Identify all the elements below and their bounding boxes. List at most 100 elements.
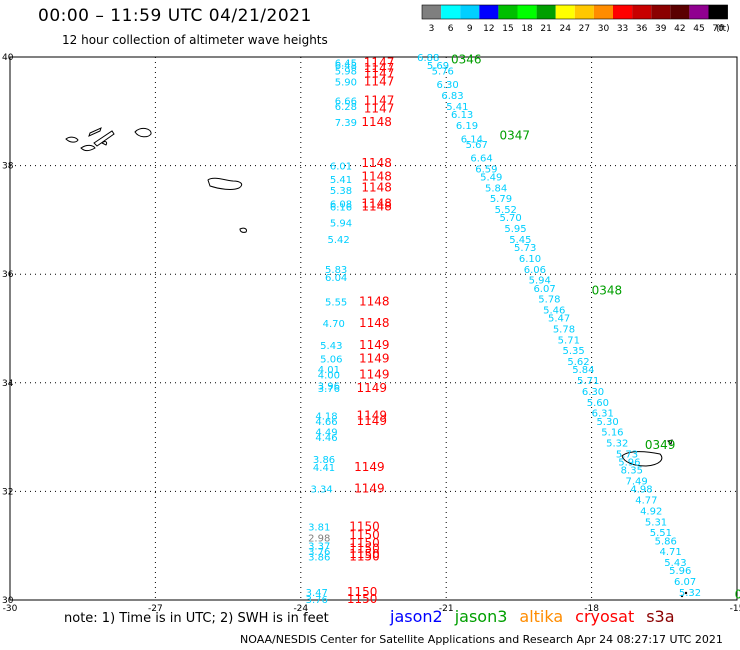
cryosat-time-label: 1147 <box>364 61 395 75</box>
satellite-jason2: jason2 <box>390 607 443 626</box>
jason3-height-label: 5.73 <box>616 449 638 460</box>
jason3-height-label: 6.10 <box>519 254 541 265</box>
plot-frame <box>9 56 738 601</box>
cryosat-time-label: 1150 <box>349 550 380 564</box>
cryosat-height-label: 5.83 <box>325 265 347 276</box>
jason3-height-label: 5.73 <box>514 243 536 254</box>
cryosat-time-label: 1147 <box>364 66 395 80</box>
cryosat-height-label: 5.38 <box>330 186 352 197</box>
legend-swatch <box>422 5 442 19</box>
legend-label: 30 <box>598 24 610 34</box>
legend-label: 70 <box>712 24 724 34</box>
legend-swatch <box>651 5 671 19</box>
jason3-height-label: 6.31 <box>592 409 614 420</box>
legend-swatch <box>632 5 652 19</box>
jason3-height-label: 4.98 <box>630 485 652 496</box>
jason3-height-label: 4.92 <box>640 506 662 517</box>
map-subtitle: 12 hour collection of altimeter wave hei… <box>62 33 328 47</box>
legend-label: 18 <box>521 24 533 34</box>
cryosat-height-label: 4.66 <box>315 417 337 428</box>
legend-swatch <box>574 5 594 19</box>
coastline <box>667 439 673 445</box>
jason3-time-label: 0347 <box>500 129 531 143</box>
cryosat-height-label: 5.98 <box>335 67 357 78</box>
lat-tick-label: 38 <box>2 162 14 172</box>
cryosat-height-label: 6.48 <box>335 61 357 72</box>
edge-time-label: 0 <box>735 588 740 602</box>
cryosat-height-label: 7.39 <box>335 118 357 129</box>
jason3-time-label: 0346 <box>451 53 482 67</box>
cryosat-time-label: 1148 <box>359 316 390 330</box>
cryosat-height-label: 4.46 <box>315 433 337 444</box>
cryosat-height-label: 4.00 <box>318 371 340 382</box>
satellite-s3a: s3a <box>646 607 675 626</box>
jason3-height-label: 7.49 <box>626 477 648 488</box>
cryosat-height-label: 3.76 <box>308 547 330 558</box>
jason3-height-label: 6.30 <box>437 80 459 91</box>
jason3-height-label: 6.30 <box>582 387 604 398</box>
cryosat-time-label: 1149 <box>357 381 388 395</box>
cryosat-time-label: 1147 <box>364 102 395 116</box>
cryosat-height-label: 3.47 <box>306 588 328 599</box>
jason3-height-label: 5.32 <box>606 439 628 450</box>
cryosat-time-label: 1150 <box>347 585 378 599</box>
cryosat-height-label: 5.43 <box>320 341 342 352</box>
cryosat-height-label: 3.76 <box>306 595 328 606</box>
satellite-jason3: jason3 <box>454 607 508 626</box>
jason3-height-label: 5.31 <box>645 517 667 528</box>
legend-swatch <box>460 5 480 19</box>
cryosat-time-label: 1148 <box>361 199 392 213</box>
units-note: note: 1) Time is in UTC; 2) SWH is in fe… <box>64 611 329 626</box>
legend-swatch <box>441 5 461 19</box>
cryosat-height-label: 4.70 <box>323 319 345 330</box>
legend-label: 39 <box>655 24 667 34</box>
cryosat-height-label: 5.06 <box>320 354 342 365</box>
cryosat-height-label: 6.08 <box>330 200 352 211</box>
lon-tick-label: -24 <box>293 604 308 614</box>
cryosat-time-label: 1150 <box>349 536 380 550</box>
cryosat-height-label: 5.90 <box>335 77 357 88</box>
cryosat-height-label: 6.04 <box>325 273 347 284</box>
coastline <box>93 130 115 147</box>
coastline <box>80 144 96 152</box>
legend-swatch <box>613 5 633 19</box>
jason3-height-label: 5.78 <box>538 295 560 306</box>
lat-tick-label: 32 <box>2 487 13 497</box>
jason3-height-label: 6.59 <box>475 164 497 175</box>
cryosat-height-label: 6.01 <box>330 162 352 173</box>
jason3-height-label: 5.94 <box>529 276 551 287</box>
cryosat-height-label: 2.98 <box>308 534 330 545</box>
cryosat-height-label: 3.86 <box>308 553 330 564</box>
lon-tick-label: -30 <box>3 604 18 614</box>
jason3-height-label: 5.41 <box>446 102 468 113</box>
coastline <box>239 227 247 233</box>
legend-label: 27 <box>579 24 590 34</box>
jason3-height-label: 5.78 <box>553 325 575 336</box>
cryosat-time-label: 1149 <box>359 351 390 365</box>
cryosat-height-label: 6.28 <box>335 102 357 113</box>
island-dot <box>684 591 688 595</box>
legend-label: 15 <box>502 24 513 34</box>
jason3-time-label: 0348 <box>592 283 623 297</box>
jason3-height-label: 6.88 <box>417 53 439 64</box>
cryosat-time-label: 1150 <box>349 528 380 542</box>
lat-tick-label: 34 <box>2 379 14 389</box>
jason3-height-label: 5.30 <box>596 417 618 428</box>
jason3-height-label: 5.32 <box>679 588 701 599</box>
jason3-height-label: 5.86 <box>655 536 677 547</box>
jason3-height-label: 6.06 <box>524 265 546 276</box>
legend-label: 45 <box>693 24 704 34</box>
legend-swatch <box>517 5 537 19</box>
island-dot <box>680 594 684 598</box>
jason3-height-label: 5.71 <box>577 376 599 387</box>
cryosat-height-label: 3.96 <box>318 382 340 393</box>
satellite-altika: altika <box>519 607 564 626</box>
jason3-height-label: 5.96 <box>669 566 691 577</box>
cryosat-height-label: 4.18 <box>315 411 337 422</box>
jason3-height-label: 6.13 <box>451 110 473 121</box>
lon-tick-label: -15 <box>730 604 740 614</box>
cryosat-height-label: 3.37 <box>308 542 330 553</box>
jason3-height-label: 6.07 <box>533 284 555 295</box>
jason3-time-label: 0349 <box>645 438 676 452</box>
